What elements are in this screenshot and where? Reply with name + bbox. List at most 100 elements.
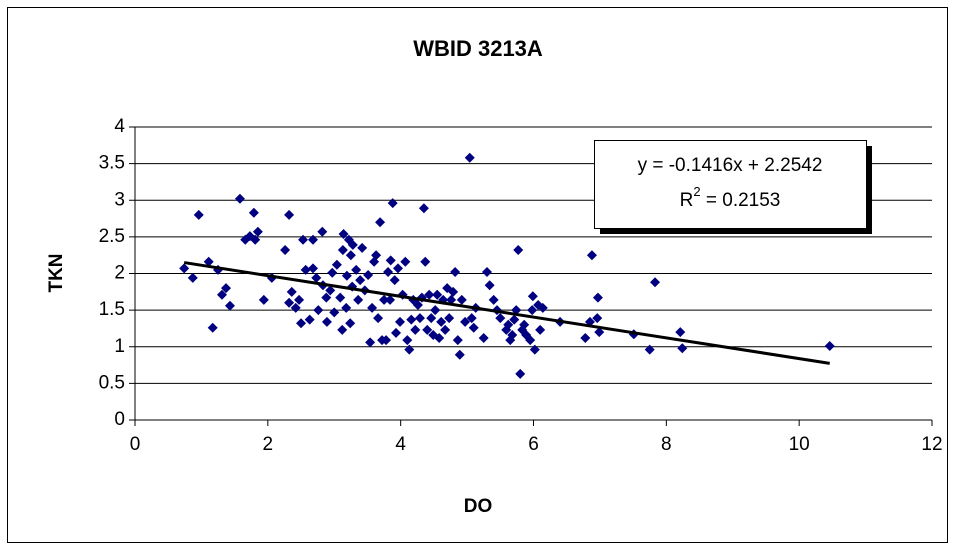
data-point bbox=[325, 285, 336, 296]
data-point bbox=[298, 234, 309, 245]
data-point bbox=[592, 313, 603, 324]
data-point bbox=[426, 313, 437, 324]
data-point bbox=[586, 250, 597, 261]
data-point bbox=[307, 263, 318, 274]
data-point bbox=[525, 335, 536, 346]
data-point bbox=[345, 250, 356, 261]
data-point bbox=[391, 327, 402, 338]
data-point bbox=[331, 259, 342, 270]
data-point bbox=[258, 294, 269, 305]
r-superscript: 2 bbox=[693, 184, 700, 199]
data-point bbox=[367, 302, 378, 313]
data-point bbox=[355, 275, 366, 286]
data-point bbox=[466, 313, 477, 324]
data-point bbox=[284, 297, 295, 308]
data-point bbox=[460, 316, 471, 327]
data-point bbox=[381, 335, 392, 346]
x-tick-label: 12 bbox=[921, 434, 942, 455]
data-point bbox=[529, 344, 540, 355]
equation-text: y = -0.1416x + 2.2542 bbox=[638, 155, 823, 176]
x-tick-label: 10 bbox=[789, 434, 810, 455]
data-point bbox=[338, 228, 349, 239]
data-point bbox=[495, 313, 506, 324]
y-tick-label: 1 bbox=[114, 336, 125, 357]
data-point bbox=[434, 332, 445, 343]
chart-border bbox=[7, 7, 948, 543]
data-point bbox=[187, 272, 198, 283]
data-point bbox=[418, 203, 429, 214]
data-point bbox=[456, 294, 467, 305]
y-tick-label: 2.5 bbox=[99, 226, 125, 247]
data-point bbox=[592, 292, 603, 303]
data-point bbox=[452, 335, 463, 346]
data-point bbox=[341, 270, 352, 281]
data-point bbox=[412, 299, 423, 310]
data-point bbox=[430, 305, 441, 316]
data-point bbox=[335, 292, 346, 303]
data-point bbox=[482, 267, 493, 278]
r-value: = 0.2153 bbox=[701, 190, 781, 211]
data-point bbox=[450, 267, 461, 278]
data-point bbox=[400, 256, 411, 267]
y-tick-label: 0 bbox=[114, 409, 125, 430]
data-point bbox=[250, 234, 261, 245]
data-point bbox=[290, 302, 301, 313]
data-point bbox=[535, 324, 546, 335]
y-tick-label: 3 bbox=[114, 189, 125, 210]
data-point bbox=[385, 255, 396, 266]
data-point bbox=[329, 307, 340, 318]
data-point bbox=[444, 313, 455, 324]
data-point bbox=[387, 198, 398, 209]
data-point bbox=[488, 294, 499, 305]
data-point bbox=[341, 302, 352, 313]
data-point bbox=[580, 332, 591, 343]
x-tick-label: 2 bbox=[263, 434, 274, 455]
data-point bbox=[513, 245, 524, 256]
data-point bbox=[363, 269, 374, 280]
data-point bbox=[383, 267, 394, 278]
data-point bbox=[509, 314, 520, 325]
r-symbol: R bbox=[680, 190, 694, 211]
data-point bbox=[307, 234, 318, 245]
data-point bbox=[468, 322, 479, 333]
data-point bbox=[675, 327, 686, 338]
data-point bbox=[313, 305, 324, 316]
data-point bbox=[294, 294, 305, 305]
data-point bbox=[327, 267, 338, 278]
y-tick-label: 4 bbox=[114, 116, 125, 137]
x-tick-label: 4 bbox=[395, 434, 406, 455]
data-point bbox=[207, 322, 218, 333]
data-point bbox=[375, 217, 386, 228]
data-point bbox=[519, 319, 530, 330]
y-axis-label: TKN bbox=[46, 253, 67, 292]
data-point bbox=[644, 344, 655, 355]
r-squared-text: R2 = 0.2153 bbox=[680, 184, 781, 211]
data-point bbox=[351, 264, 362, 275]
data-point bbox=[321, 316, 332, 327]
data-point bbox=[234, 193, 245, 204]
y-tick-label: 0.5 bbox=[99, 372, 125, 393]
data-point bbox=[304, 314, 315, 325]
data-point bbox=[345, 318, 356, 329]
data-point bbox=[317, 226, 328, 237]
chart-title: WBID 3213A bbox=[413, 36, 543, 61]
data-point bbox=[300, 264, 311, 275]
data-point bbox=[824, 341, 835, 352]
data-point bbox=[311, 272, 322, 283]
data-point bbox=[464, 152, 475, 163]
data-point bbox=[203, 256, 214, 267]
data-point bbox=[436, 316, 447, 327]
data-point bbox=[371, 250, 382, 261]
equation-box bbox=[594, 140, 867, 229]
data-point bbox=[440, 324, 451, 335]
data-point bbox=[527, 305, 538, 316]
y-tick-label: 1.5 bbox=[99, 299, 125, 320]
data-point bbox=[432, 289, 443, 300]
data-point bbox=[507, 330, 518, 341]
data-point bbox=[347, 239, 358, 250]
x-tick-label: 0 bbox=[130, 434, 141, 455]
data-point bbox=[286, 286, 297, 297]
data-point bbox=[373, 313, 384, 324]
data-point bbox=[406, 314, 417, 325]
